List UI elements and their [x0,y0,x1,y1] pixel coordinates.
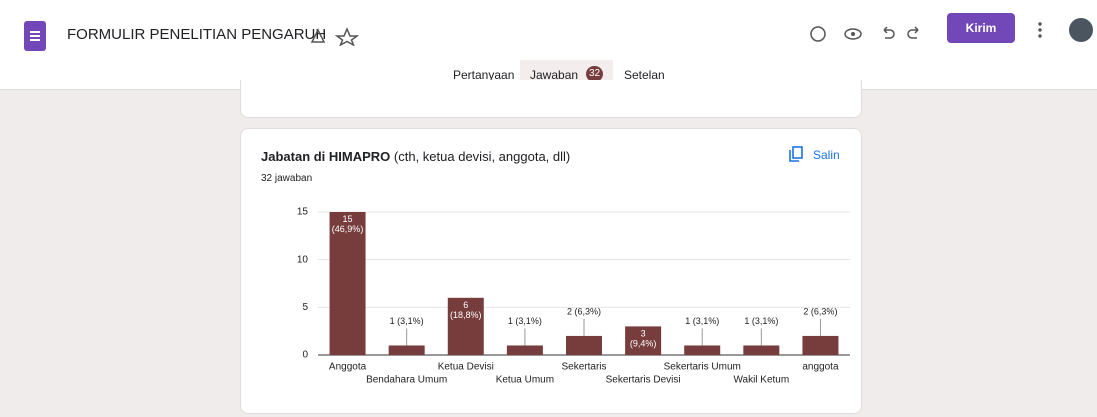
title-icons [308,26,368,46]
bar [743,345,779,355]
value-label: 2 (6,3%) [567,306,601,316]
send-button[interactable]: Kirim [947,13,1015,43]
bar [802,336,838,355]
bar [684,345,720,355]
x-tick-label: Ketua Umum [496,375,554,386]
value-label: 1 (3,1%) [390,316,424,326]
forms-icon [24,21,46,51]
response-count: 32 jawaban [261,173,312,184]
y-tick-label: 10 [297,254,309,265]
value-label: 1 (3,1%) [744,316,778,326]
x-tick-label: Ketua Devisi [438,362,494,373]
value-label: 1 (3,1%) [685,316,719,326]
question-title: Jabatan di HIMAPRO (cth, ketua devisi, a… [261,149,570,164]
menu-and-avatar[interactable] [1036,18,1096,48]
question-rest: (cth, ketua devisi, anggota, dll) [390,149,570,164]
bar [566,336,602,355]
question-bold: Jabatan di HIMAPRO [261,149,390,164]
x-tick-label: anggota [802,362,839,373]
copy-button[interactable]: Salin [813,148,840,162]
x-tick-label: Sekertaris Umum [664,362,741,373]
y-tick-label: 5 [302,302,308,313]
page: FORMULIR PENELITIAN PENGARUH Kirim Perta… [0,0,1097,417]
x-tick-label: Sekertaris Devisi [606,375,681,386]
y-tick-label: 15 [297,207,309,218]
bar [507,345,543,355]
x-tick-label: Sekertaris [561,362,606,373]
value-label: 1 (3,1%) [508,316,542,326]
previous-card [240,80,862,118]
top-bar: FORMULIR PENELITIAN PENGARUH Kirim Perta… [0,0,1097,90]
x-tick-label: Wakil Ketum [733,375,789,386]
bar [389,345,425,355]
x-tick-label: Bendahara Umum [366,375,447,386]
x-tick-label: Anggota [329,362,367,373]
value-label: 2 (6,3%) [803,306,837,316]
toolbar-icons[interactable] [808,22,928,46]
form-title: FORMULIR PENELITIAN PENGARUH [67,26,326,43]
copy-icon[interactable] [789,146,803,162]
y-tick-label: 0 [302,350,308,361]
